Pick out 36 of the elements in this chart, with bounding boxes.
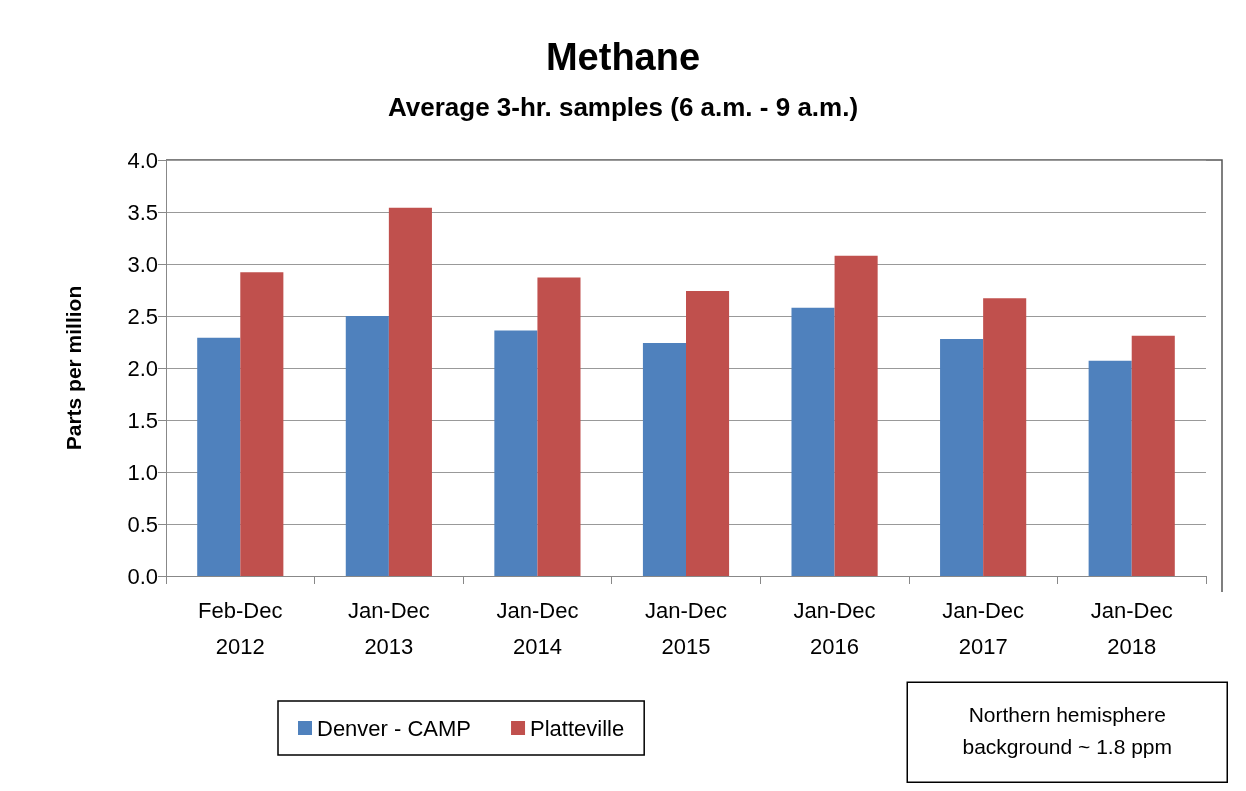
bar <box>1088 360 1132 576</box>
x-tick-label: Jan-Dec 2014 <box>496 597 579 659</box>
bar <box>345 316 389 576</box>
bar <box>940 338 984 576</box>
bar <box>494 330 538 576</box>
bar <box>834 255 878 576</box>
x-tick-label: Jan-Dec 2016 <box>793 597 876 659</box>
bar <box>388 207 432 576</box>
y-tick-label: 4.0 <box>127 147 158 173</box>
y-tick-label: 0.0 <box>127 563 158 589</box>
x-tick-label: Jan-Dec 2013 <box>347 597 430 659</box>
bar <box>537 277 581 576</box>
x-tick-label: Feb-Dec 2012 <box>198 597 283 659</box>
y-tick-label: 1.0 <box>127 459 158 485</box>
y-tick-label: 1.5 <box>127 407 158 433</box>
text: Northern hemisphere background ~ 1.8 ppm <box>962 702 1173 758</box>
y-tick-label: 2.0 <box>127 355 158 381</box>
chart-subtitle: Average 3-hr. samples (6 a.m. - 9 a.m.) <box>387 92 859 122</box>
x-tick-label: Jan-Dec 2015 <box>645 597 727 659</box>
chart-title: Methane <box>545 36 701 78</box>
bar <box>197 337 241 576</box>
y-tick-label: 3.0 <box>127 251 158 277</box>
y-axis-title: Parts per million <box>62 285 85 451</box>
bar <box>791 307 835 576</box>
bar <box>983 298 1027 576</box>
x-tick-label: Jan-Dec 2018 <box>1090 597 1173 659</box>
legend-label: Denver - CAMP <box>317 715 472 741</box>
bar <box>240 272 284 576</box>
y-tick-label: 3.5 <box>127 199 158 225</box>
y-tick-label: 0.5 <box>127 511 158 537</box>
bar <box>1131 335 1175 576</box>
bar <box>686 291 730 576</box>
legend-label: Platteville <box>530 715 625 741</box>
y-tick-label: 2.5 <box>127 303 158 329</box>
bar <box>642 343 686 576</box>
x-tick-label: Jan-Dec 2017 <box>942 597 1025 659</box>
